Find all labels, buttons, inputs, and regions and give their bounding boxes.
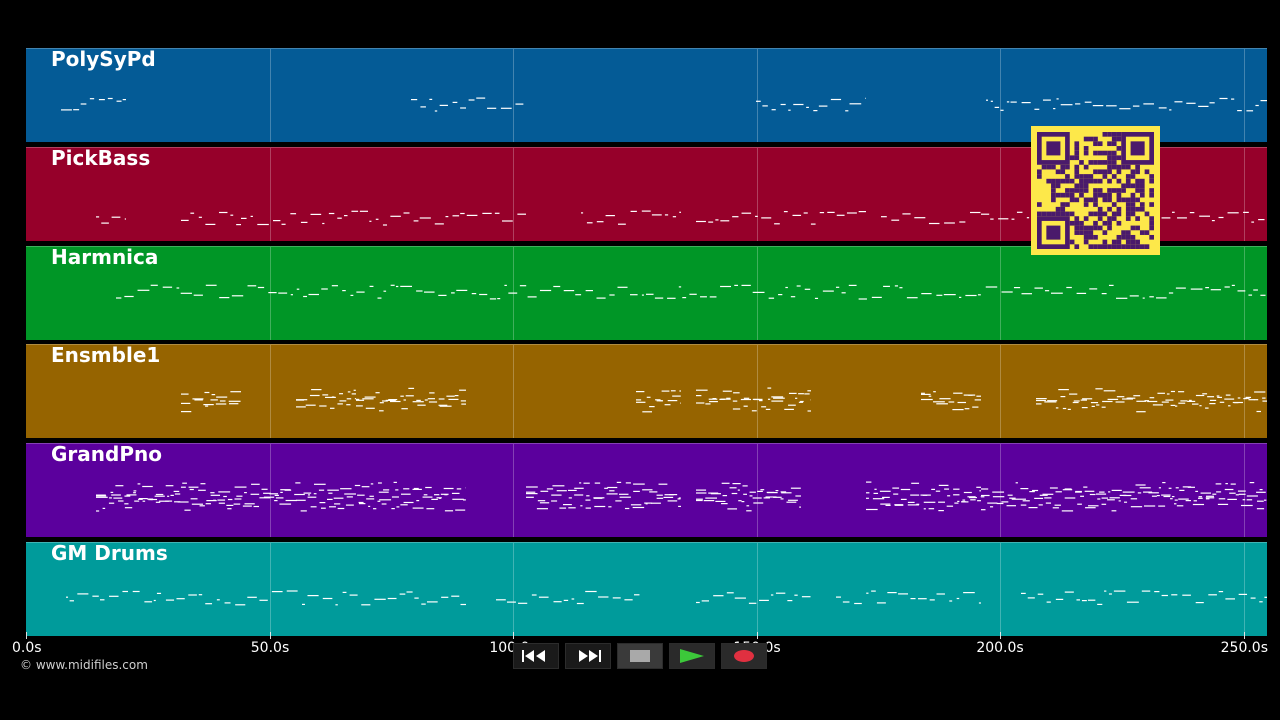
axis-tick-label: 50.0s: [250, 640, 290, 656]
note-events: [116, 284, 1266, 300]
grid-line: [757, 444, 758, 538]
note-events: [96, 481, 1267, 512]
qr-code: [1031, 126, 1160, 255]
qr-code-icon: [1037, 132, 1154, 249]
grid-line: [270, 246, 271, 340]
grid-line: [1000, 444, 1001, 538]
grid-line: [757, 543, 758, 636]
stop-button[interactable]: [617, 643, 663, 669]
grid-line: [757, 246, 758, 340]
grid-line: [270, 543, 271, 636]
grid-line: [513, 543, 514, 636]
track-polysypd: PolySyPd: [26, 48, 1267, 142]
grid-line: [1244, 49, 1245, 142]
grid-line: [1000, 147, 1001, 241]
track-grandpno: GrandPno: [26, 443, 1267, 538]
fast-forward-button[interactable]: [565, 643, 611, 669]
grid-line: [1244, 246, 1245, 340]
stop-icon: [630, 650, 650, 662]
axis-tick-label: 0.0s: [12, 640, 42, 656]
rewind-button[interactable]: [513, 643, 559, 669]
rewind-icon: [522, 650, 545, 662]
grid-line: [270, 444, 271, 538]
note-events: [96, 210, 1265, 226]
grid-line: [1000, 345, 1001, 439]
grid-line: [1000, 246, 1001, 340]
piano-roll: PolySyPd PickBass Harmnica Ensmble1 GrandPno…: [26, 48, 1267, 636]
grid-line: [757, 345, 758, 439]
note-events: [61, 97, 1267, 112]
track-harmnica: Harmnica: [26, 245, 1267, 340]
track-name: PolySyPd: [51, 48, 156, 71]
fast-forward-icon: [579, 650, 601, 662]
grid-line: [270, 147, 271, 241]
grid-line: [1244, 543, 1245, 636]
grid-line: [1000, 543, 1001, 636]
copyright-text: © www.midifiles.com: [20, 658, 148, 672]
track-name: Harmnica: [51, 245, 159, 269]
record-icon: [734, 650, 754, 662]
grid-line: [1244, 345, 1245, 439]
track-name: GM Drums: [51, 542, 168, 565]
track-ensmble1: Ensmble1: [26, 344, 1267, 439]
grid-line: [1000, 49, 1001, 142]
grid-line: [513, 345, 514, 439]
record-button[interactable]: [721, 643, 767, 669]
play-button[interactable]: [669, 643, 715, 669]
grid-line: [513, 444, 514, 538]
track-name: Ensmble1: [51, 344, 161, 368]
axis-tick-label: 250.0s: [1220, 640, 1268, 656]
grid-line: [757, 49, 758, 142]
note-events: [66, 590, 1267, 606]
axis-tick-label: 200.0s: [976, 640, 1024, 656]
note-events: [181, 387, 1267, 413]
grid-line: [1244, 147, 1245, 241]
track-name: GrandPno: [51, 443, 162, 467]
transport-controls: [513, 643, 771, 671]
grid-line: [757, 147, 758, 241]
track-gm-drums: GM Drums: [26, 542, 1267, 636]
track-name: PickBass: [51, 146, 151, 170]
grid-line: [270, 49, 271, 142]
grid-line: [270, 345, 271, 439]
grid-line: [513, 49, 514, 142]
play-icon: [680, 649, 704, 663]
grid-line: [513, 147, 514, 241]
